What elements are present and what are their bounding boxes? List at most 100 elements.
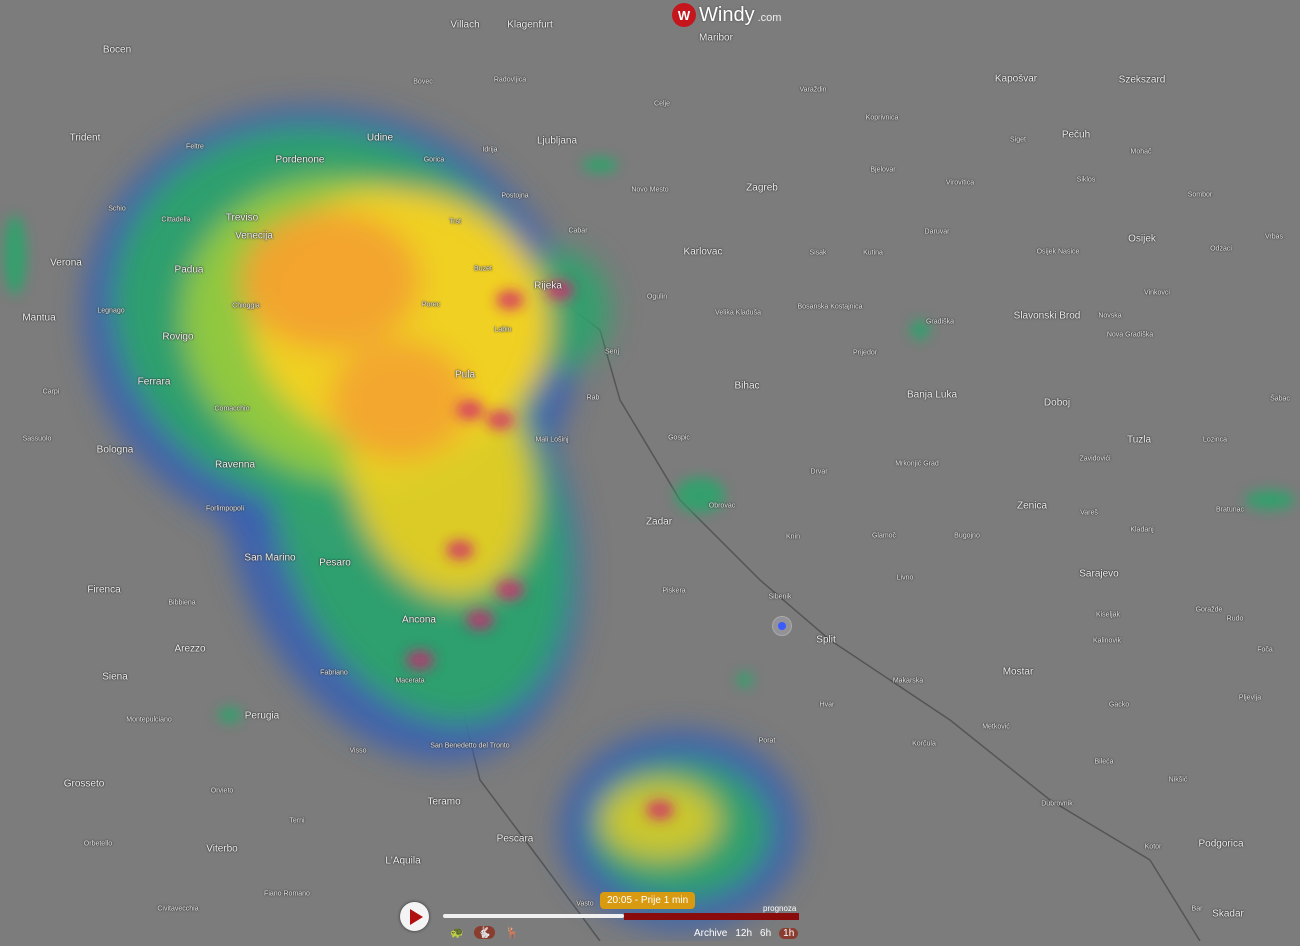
city-label: Zenica xyxy=(1016,500,1048,512)
radar-echo xyxy=(330,340,470,460)
windy-logo[interactable]: W Windy .com xyxy=(672,3,781,27)
town-label: Postojna xyxy=(501,192,529,200)
city-label: Perugia xyxy=(244,710,280,722)
city-label: Pordenone xyxy=(275,154,325,166)
town-label: Gorica xyxy=(423,156,445,164)
city-label: Maribor xyxy=(699,32,733,44)
rabbit-icon[interactable]: 🐇 xyxy=(473,926,496,939)
town-label: Bratunac xyxy=(1215,506,1245,514)
town-label: Nova Gradiška xyxy=(1106,331,1154,339)
town-label: Porec xyxy=(421,301,441,309)
city-label: Split xyxy=(816,634,836,646)
town-label: Siklos xyxy=(1076,176,1096,184)
town-label: Odzaci xyxy=(1210,245,1232,253)
city-label: Bocen xyxy=(102,44,132,56)
logo-domain: .com xyxy=(757,12,782,24)
town-label: Foča xyxy=(1257,646,1273,654)
interval-6h[interactable]: 6h xyxy=(760,928,772,939)
town-label: Sisak xyxy=(809,249,827,257)
town-label: Makarska xyxy=(892,677,924,685)
town-label: San Benedetto del Tronto xyxy=(430,742,510,750)
city-label: Mostar xyxy=(1002,666,1034,678)
radar-echo xyxy=(456,400,484,420)
city-label: Mantua xyxy=(22,312,56,324)
city-label: Udine xyxy=(366,132,394,144)
interval-12h[interactable]: 12h xyxy=(735,928,753,939)
town-label: Bibbiena xyxy=(168,599,196,607)
city-label: Ancona xyxy=(402,614,436,626)
radar-echo xyxy=(486,410,514,430)
town-label: Goražde xyxy=(1195,606,1223,614)
town-label: Bar xyxy=(1191,905,1203,913)
town-label: Livno xyxy=(896,574,914,582)
city-label: Trident xyxy=(69,132,101,144)
city-label: Ljubljana xyxy=(536,135,578,147)
city-label: Klagenfurt xyxy=(507,19,553,31)
speed-selector: 🐢 🐇 🦌 xyxy=(450,926,519,939)
town-label: Gradiška xyxy=(925,318,955,326)
town-label: Sombor xyxy=(1187,191,1213,199)
town-label: Schio xyxy=(108,205,126,213)
city-label: Pesaro xyxy=(319,557,351,569)
city-label: Ravenna xyxy=(214,459,256,471)
city-label: Slavonski Brod xyxy=(1013,310,1081,322)
radar-echo xyxy=(646,800,674,820)
town-label: Porat xyxy=(758,737,776,745)
city-label: Szekszard xyxy=(1118,74,1166,86)
interval-1h[interactable]: 1h xyxy=(779,928,799,939)
radar-echo xyxy=(3,215,27,295)
town-label: Varaždin xyxy=(799,86,827,94)
city-label: Karlovac xyxy=(683,246,723,258)
play-button[interactable] xyxy=(400,902,429,931)
town-label: Sassuolo xyxy=(22,435,52,443)
town-label: Vinkovci xyxy=(1144,289,1170,297)
city-label: Rijeka xyxy=(534,280,562,292)
town-label: Siget xyxy=(1010,136,1026,144)
town-label: Kutina xyxy=(863,249,883,257)
town-label: Sibenik xyxy=(768,593,792,601)
town-label: Legnago xyxy=(97,307,125,315)
town-label: Novo Mesto xyxy=(631,186,669,194)
town-label: Visso xyxy=(349,747,367,755)
town-label: Idrija xyxy=(482,146,498,154)
town-label: Macerata xyxy=(395,677,425,685)
town-label: Labin xyxy=(494,326,512,334)
town-label: Forlimpopoli xyxy=(205,505,245,513)
city-label: Zadar xyxy=(645,516,673,528)
town-label: Carpi xyxy=(42,388,60,396)
forecast-bar[interactable] xyxy=(624,913,799,920)
town-label: Zavidovići xyxy=(1079,455,1111,463)
deer-icon[interactable]: 🦌 xyxy=(505,927,520,939)
town-label: Cittadella xyxy=(161,216,191,224)
interval-selector: Archive 12h 6h 1h xyxy=(694,928,799,939)
city-label: Firenca xyxy=(87,584,121,596)
town-label: Kalinovik xyxy=(1092,637,1122,645)
location-marker-icon[interactable] xyxy=(772,616,792,636)
radar-echo xyxy=(496,290,524,310)
city-label: Ferrara xyxy=(137,376,171,388)
town-label: Drvar xyxy=(810,468,828,476)
turtle-icon[interactable]: 🐢 xyxy=(450,927,464,939)
current-time-bubble[interactable]: 20:05 - Prije 1 min xyxy=(600,892,696,909)
town-label: Bovec xyxy=(413,78,433,86)
windy-logo-icon: W xyxy=(672,3,696,27)
city-label: Villach xyxy=(450,19,480,31)
town-label: Comacchio xyxy=(214,405,250,413)
city-label: Padua xyxy=(174,264,204,276)
timeline-track[interactable] xyxy=(443,914,624,918)
archive-button[interactable]: Archive xyxy=(694,928,728,939)
town-label: Vrbas xyxy=(1264,233,1284,241)
town-label: Daruvar xyxy=(924,228,950,236)
city-label: Treviso xyxy=(225,212,259,224)
town-label: Ogulin xyxy=(646,293,668,301)
town-label: Osijek Nasice xyxy=(1036,248,1080,256)
city-label: Grosseto xyxy=(63,778,105,790)
city-label: Zagreb xyxy=(746,182,778,194)
city-label: Bihac xyxy=(734,380,760,392)
city-label: Arezzo xyxy=(174,643,206,655)
town-label: Feltre xyxy=(186,143,204,151)
town-label: Senj xyxy=(604,348,620,356)
radar-echo xyxy=(406,650,434,670)
